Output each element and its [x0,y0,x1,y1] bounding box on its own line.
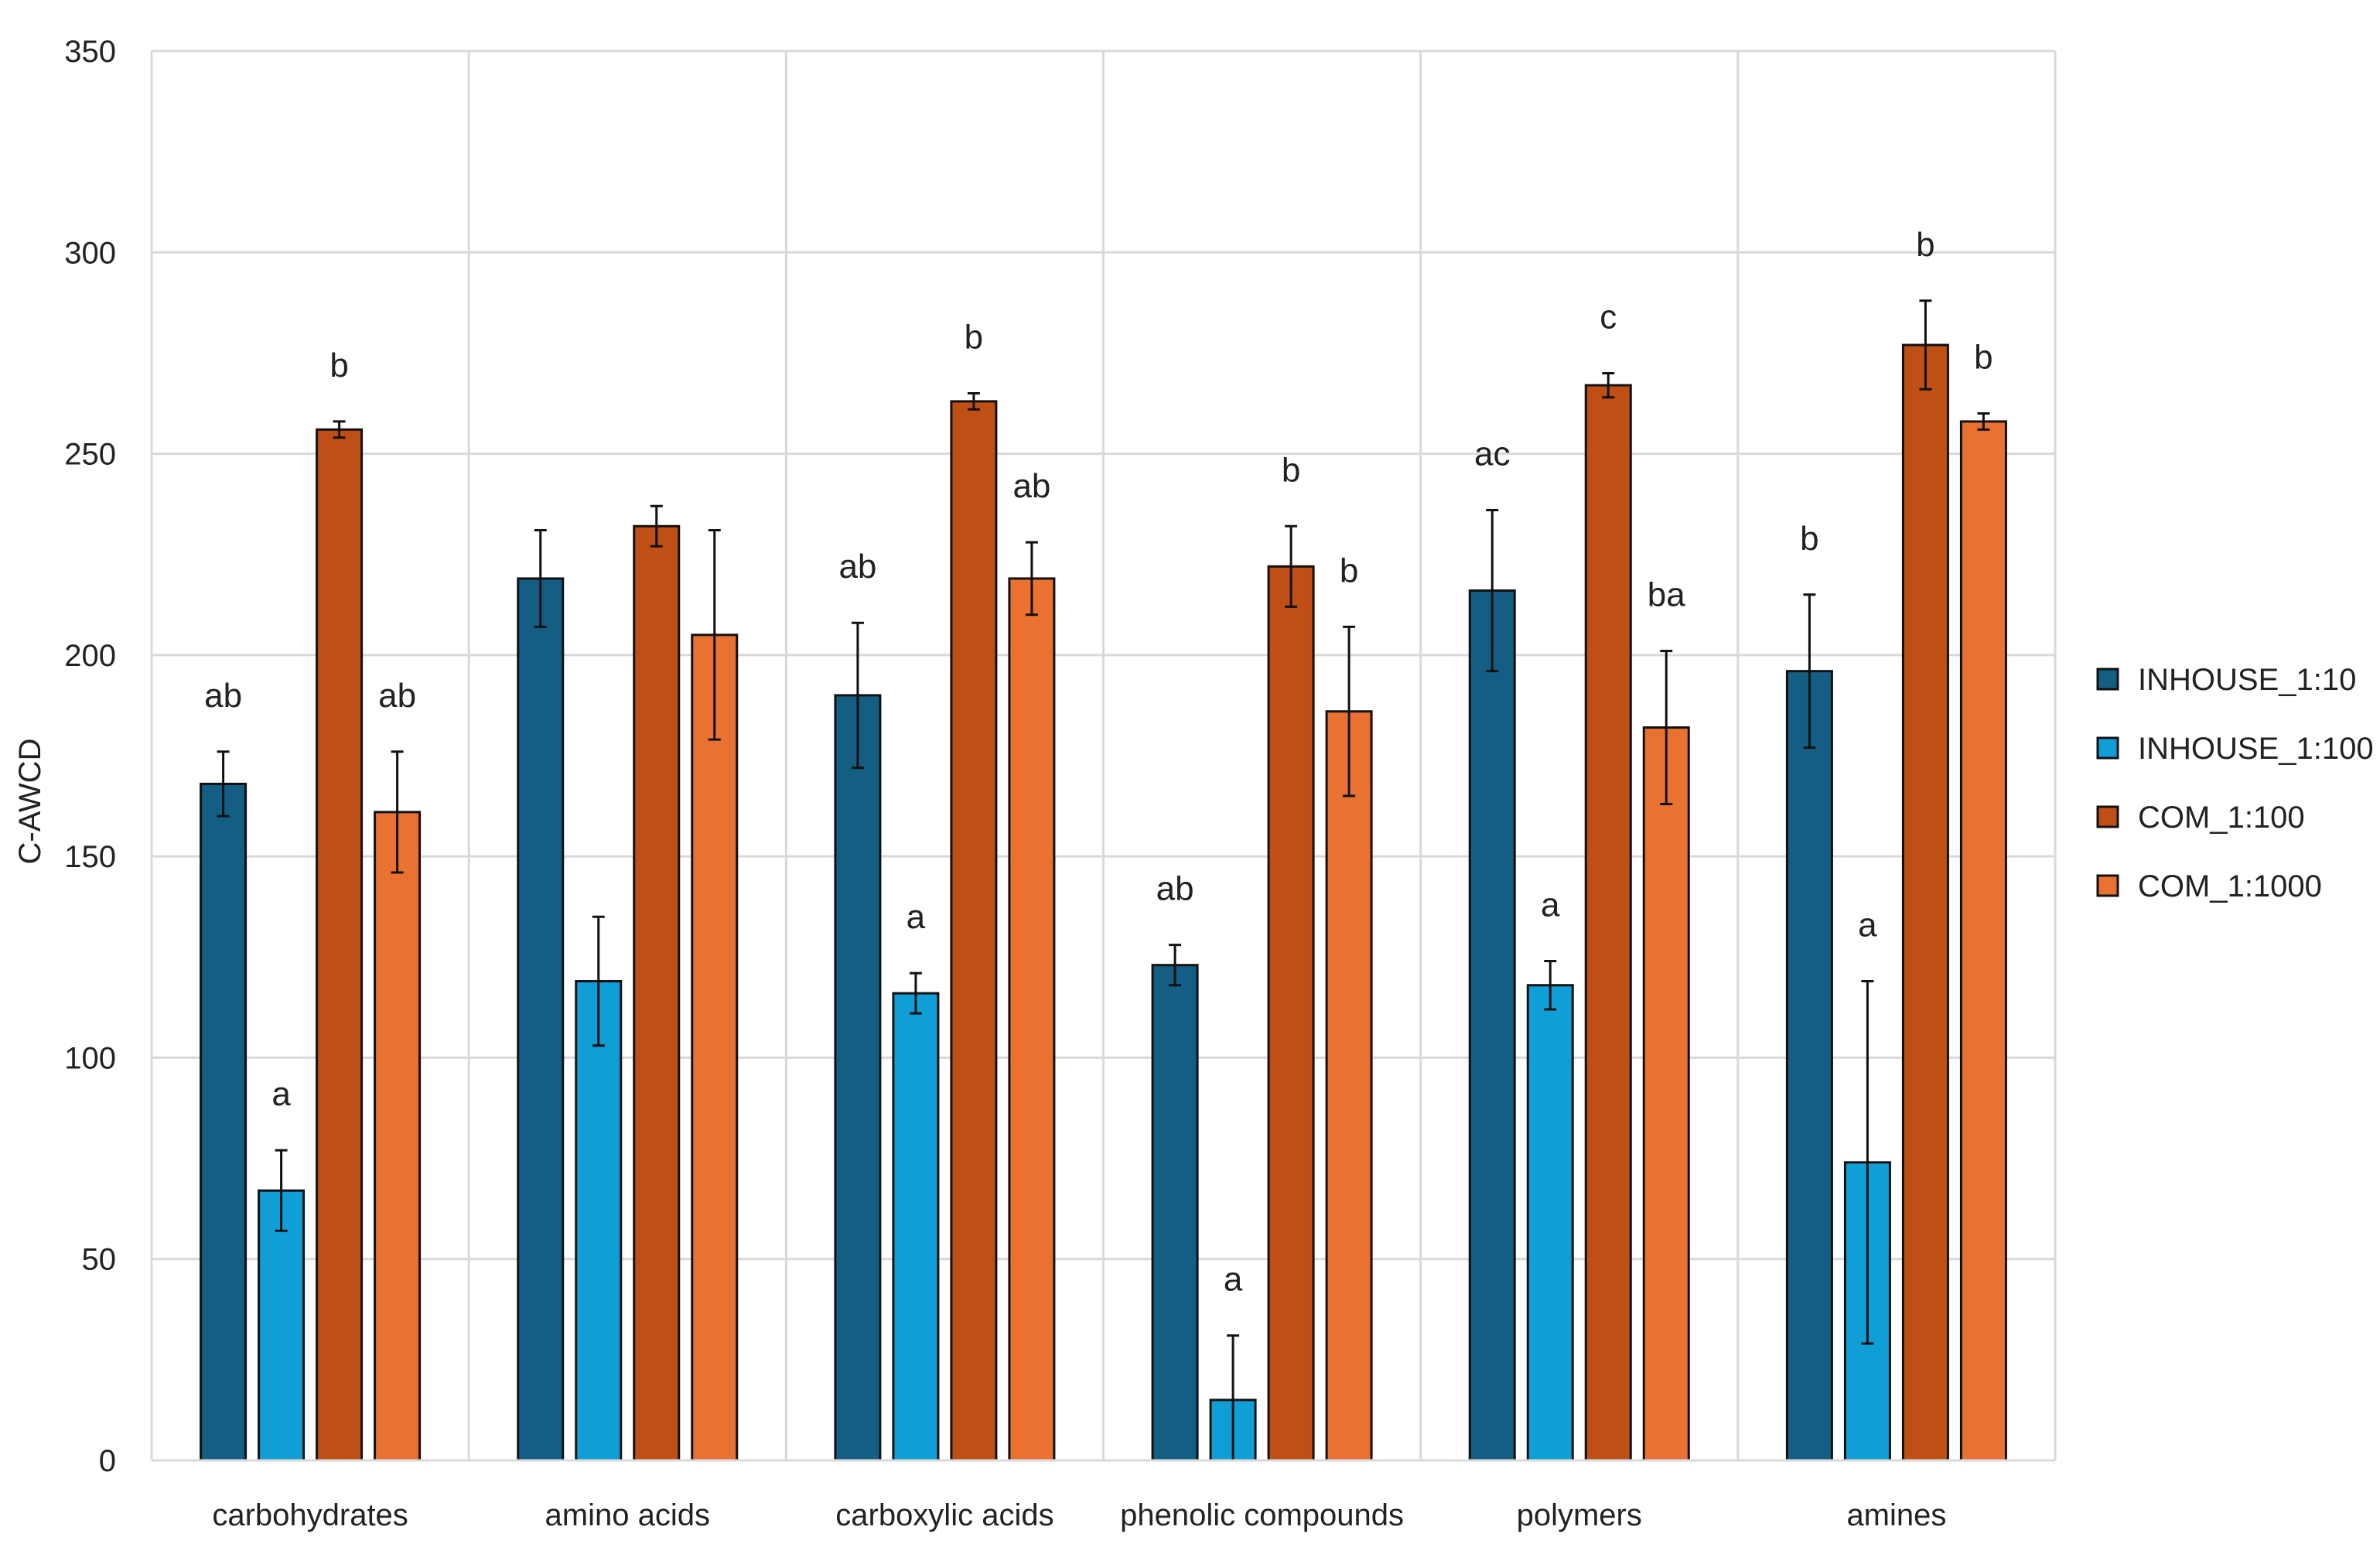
bar-INHOUSE_1:10-amino acids [517,577,565,1462]
x-category-label: carboxylic acids [835,1498,1053,1532]
y-tick-label: 100 [64,1041,116,1075]
significance-label: c [1600,298,1617,336]
bar-INHOUSE_1:100-amino acids [575,980,623,1462]
grid-layer [150,50,2057,1462]
significance-label: b [330,347,348,384]
bar-INHOUSE_1:10-phenolic compounds [1151,964,1199,1462]
bar-INHOUSE_1:100-polymers [1526,984,1574,1462]
significance-label: ab [838,548,876,586]
y-axis-title: C-AWCD [13,739,47,865]
legend-swatch [2096,736,2119,760]
x-category-label: amines [1846,1498,1946,1532]
significance-label: b [1282,451,1300,489]
bar-COM_1:1000-amino acids [691,633,739,1462]
legend-label: COM_1:100 [2138,801,2305,835]
significance-label: a [907,898,926,936]
y-tick-label: 300 [64,236,116,270]
bars-layer [200,299,2007,1462]
significance-label: a [1858,907,1877,944]
bar-COM_1:100-carboxylic acids [950,400,998,1462]
axis-layer: 0 50 100 150 200 250 300 350 carbohydrates amino … [64,35,2055,1532]
y-tick-label: 200 [64,639,116,673]
legend: INHOUSE_1:10 INHOUSE_1:100 COM_1:100 COM_1:… [2096,663,2374,903]
bar-COM_1:100-carbohydrates [316,428,364,1462]
bar-COM_1:100-amino acids [633,524,681,1462]
bar-INHOUSE_1:10-amines [1785,670,1833,1462]
x-category-label: amino acids [545,1498,710,1532]
significance-label: ab [378,677,416,715]
legend-label: INHOUSE_1:10 [2138,663,2356,697]
x-category-label: polymers [1517,1498,1642,1532]
significance-label: ba [1648,576,1685,614]
x-category-label: carbohydrates [212,1498,408,1532]
bar-COM_1:100-phenolic compounds [1267,565,1315,1462]
bar-COM_1:1000-amines [1959,420,2007,1462]
significance-label: b [1916,226,1934,264]
bar-INHOUSE_1:10-carbohydrates [200,782,248,1462]
legend-swatch [2096,668,2119,691]
significance-label: a [1224,1261,1243,1299]
y-tick-label: 50 [82,1243,117,1277]
bar-INHOUSE_1:10-polymers [1468,589,1516,1462]
significance-label: ab [204,677,242,715]
bar-COM_1:1000-polymers [1642,726,1690,1462]
significance-label: b [1340,551,1358,589]
bar-INHOUSE_1:10-carboxylic acids [834,694,882,1462]
bar-COM_1:1000-carbohydrates [374,811,422,1462]
bar-COM_1:1000-carboxylic acids [1008,577,1056,1462]
bar-COM_1:100-polymers [1584,384,1632,1462]
significance-label: a [1541,886,1560,924]
y-tick-label: 0 [99,1444,116,1478]
bar-INHOUSE_1:100-carboxylic acids [892,992,940,1462]
x-category-label: phenolic compounds [1120,1498,1404,1532]
y-tick-label: 350 [64,35,116,69]
significance-label: b [1800,520,1818,558]
significance-label: b [965,318,983,356]
significance-label: a [271,1075,291,1113]
legend-swatch [2096,805,2119,828]
legend-label: INHOUSE_1:100 [2138,732,2374,766]
significance-label: b [1974,339,1992,377]
y-tick-label: 250 [64,438,116,472]
bar-COM_1:1000-phenolic compounds [1325,710,1373,1462]
bar-COM_1:100-amines [1901,343,1949,1462]
significance-label: ab [1012,467,1050,505]
legend-label: COM_1:1000 [2138,869,2322,903]
significance-label: ab [1156,870,1194,908]
legend-swatch [2096,874,2119,897]
y-tick-label: 150 [64,840,116,874]
significance-label: ac [1474,435,1510,473]
